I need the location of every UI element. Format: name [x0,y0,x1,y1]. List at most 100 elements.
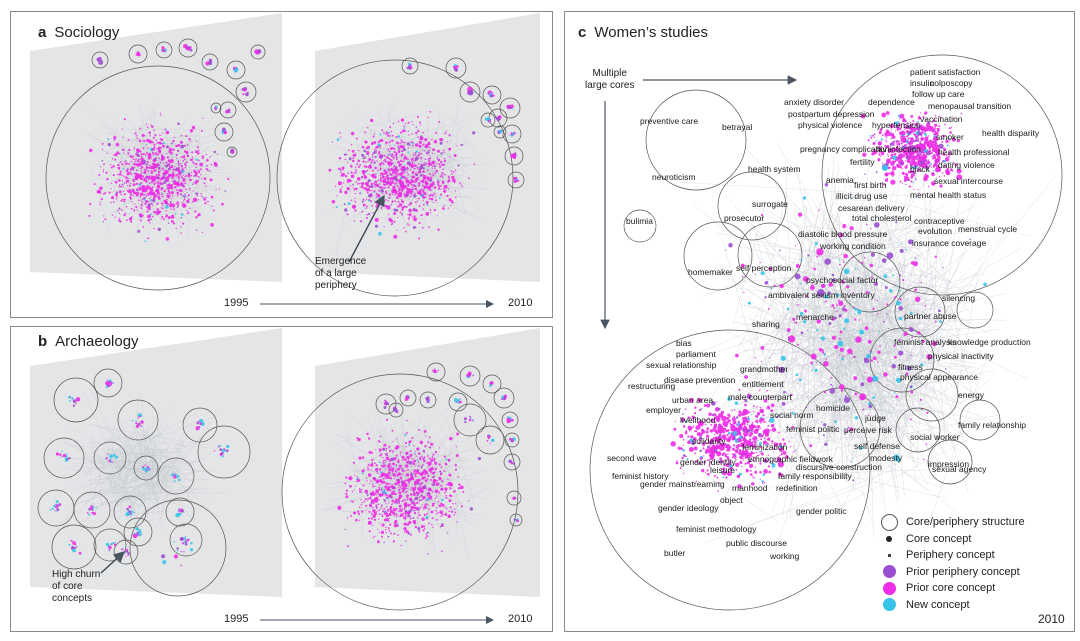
concept-node [140,185,144,189]
concept-node [450,510,454,513]
concept-node [221,127,226,132]
concept-node [816,255,819,258]
concept-node [183,158,186,161]
concept-node [512,108,514,110]
concept-node [114,180,118,184]
concept-node [946,168,950,171]
concept-node [448,134,451,137]
concept-node [171,159,173,162]
concept-node [107,453,109,455]
concept-node [115,198,118,200]
concept-node [439,525,442,528]
concept-node [111,214,114,216]
concept-node [393,477,396,480]
concept-node [370,492,373,495]
concept-node [180,550,182,553]
concept-node [185,174,188,177]
concept-node [402,512,405,514]
concept-node [387,508,390,511]
concept-node [357,479,361,482]
concept-node [718,425,723,431]
concept-node [170,208,173,210]
concept-node [411,436,414,440]
core-periphery-ring [133,455,159,481]
concept-node [379,454,382,457]
concept-node [956,174,963,181]
concept-node [422,464,424,466]
concept-node [909,170,913,174]
concept-node [466,374,471,378]
concept-node [425,164,427,166]
concept-node [407,147,410,149]
concept-node [452,171,455,173]
concept-node [422,529,425,532]
concept-node [145,195,148,198]
concept-node [398,165,401,168]
concept-node [769,461,771,464]
concept-node [400,513,404,517]
concept-node [109,383,111,386]
concept-node [404,122,407,125]
concept-node [407,217,410,220]
concept-node [178,164,180,167]
concept-node [413,482,417,486]
concept-node [416,476,418,478]
concept-node [357,159,361,163]
concept-node [725,424,728,428]
concept-node [339,190,343,194]
concept-node [345,489,349,492]
concept-node [764,428,770,435]
concept-node [425,397,429,401]
concept-node [385,502,387,505]
concept-node [912,140,914,143]
concept-node [920,154,922,156]
concept-node [394,519,398,523]
concept-node [431,174,433,176]
concept-node [398,148,400,151]
concept-node [370,469,372,471]
concept-node [936,164,940,167]
concept-node [159,138,162,140]
concept-node [404,155,407,158]
concept-node [399,159,402,162]
concept-node [151,125,154,128]
concept-node [72,550,74,553]
concept-node [361,210,364,213]
concept-node [754,466,756,468]
concept-node [156,148,158,150]
concept-node [405,433,407,435]
concept-node [195,158,198,161]
concept-node [346,178,351,183]
concept-node [364,150,367,153]
concept-node [190,174,193,177]
concept-node [430,189,433,192]
concept-node [376,155,378,158]
concept-node [98,56,101,59]
concept-node [127,152,130,155]
concept-node [428,159,430,162]
concept-node [121,548,124,551]
concept-node [102,170,105,173]
concept-node [342,173,344,175]
concept-node [122,174,124,177]
concept-node [184,166,187,169]
concept-node [377,528,379,531]
concept-node [919,142,921,144]
concept-node [377,153,379,155]
concept-node [140,207,143,210]
concept-node [164,172,167,175]
concept-node [389,486,391,488]
concept-node [388,517,390,520]
concept-node [369,505,372,508]
concept-node [899,248,904,253]
concept-node [370,182,373,186]
concept-node [184,196,186,198]
concept-node [374,166,377,170]
concept-node [947,152,951,156]
concept-node [454,169,457,171]
concept-node [425,182,428,186]
concept-node [69,400,72,402]
concept-node [392,462,395,466]
concept-node [838,263,841,266]
concept-node [341,186,343,188]
